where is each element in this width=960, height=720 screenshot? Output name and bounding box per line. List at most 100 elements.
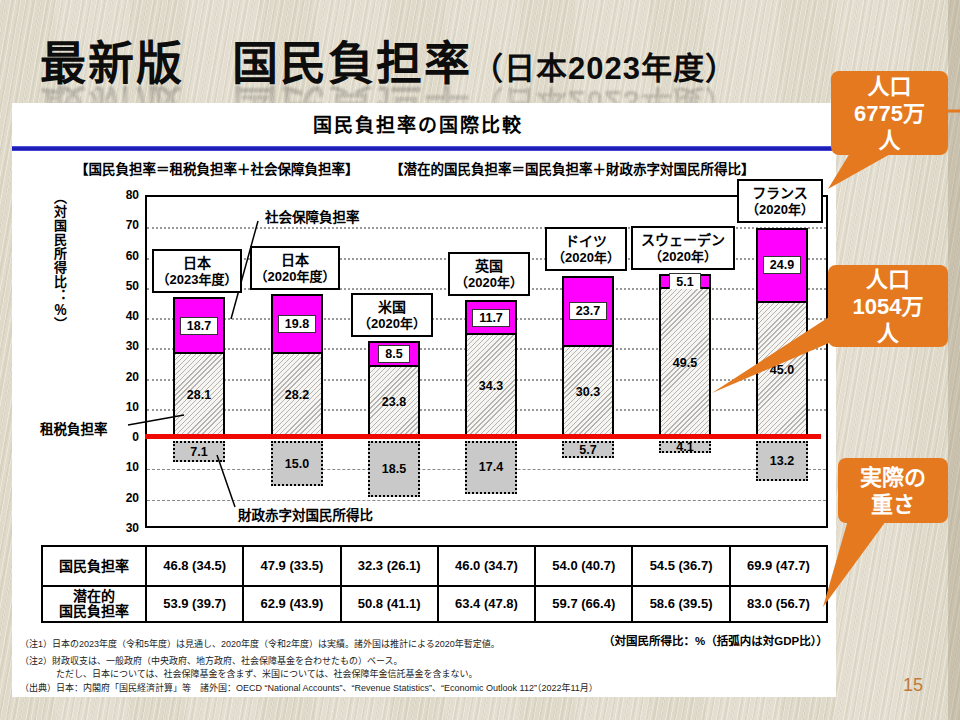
table-cell-r0-c1: 47.9 (33.5) (242, 547, 339, 585)
page-number: 15 (903, 675, 923, 696)
footnote-3: （出典）日本：内閣府「国民経済計算」等 諸外国：OECD “National A… (20, 682, 598, 695)
bar-1-social-value: 19.8 (278, 315, 316, 333)
gridline (147, 500, 826, 501)
table-row-label-0: 国民負担率 (43, 547, 145, 585)
legend-tax-burden: 租税負担率 (40, 418, 108, 438)
country-year: （2020年） (633, 249, 733, 265)
bar-4-social-segment: 23.7 (562, 276, 614, 348)
callout-text-line: 重さ (838, 491, 948, 518)
bar-4-deficit-value: 5.7 (579, 443, 596, 457)
callout-text-line: 人 (831, 127, 948, 154)
callout-population-france: 人口6775万人 (831, 71, 948, 155)
y-tick-label: 0 (113, 430, 139, 444)
bar-2-tax-segment: 23.8 (368, 367, 420, 439)
country-label-5: スウェーデン（2020年） (631, 226, 735, 270)
bar-6-deficit-value: 13.2 (770, 454, 794, 468)
country-year: （2020年） (353, 316, 431, 332)
callout-text-line: 人口 (831, 73, 948, 100)
bar-2-deficit-segment: 18.5 (368, 441, 420, 497)
country-year: （2020年） (547, 250, 625, 266)
background-right-band (948, 0, 960, 720)
y-tick-label: 30 (113, 521, 139, 535)
callout-text-line: 1054万 (828, 293, 948, 320)
y-tick-label: 60 (113, 249, 139, 263)
table-cell-r0-c3: 46.0 (34.7) (437, 547, 534, 585)
callout-text-line: 6775万 (831, 100, 948, 127)
bar-2-deficit-value: 18.5 (382, 462, 406, 476)
table-cell-r0-c0: 46.8 (34.5) (145, 547, 242, 585)
y-tick-label: 20 (113, 491, 139, 505)
bar-3-social-segment: 11.7 (465, 300, 517, 335)
country-name: 日本 (252, 252, 338, 269)
chart-title: 国民負担率の国際比較 (12, 110, 836, 137)
bar-5-tax-value: 49.5 (673, 356, 697, 370)
summary-table: 国民負担率46.8 (34.5)47.9 (33.5)32.3 (26.1)46… (41, 545, 828, 623)
table-cell-r0-c4: 54.0 (40.7) (534, 547, 631, 585)
country-name: ドイツ (547, 233, 625, 250)
bar-4-tax-segment: 30.3 (562, 347, 614, 439)
callout-text-line: 人口 (828, 266, 948, 293)
zero-baseline (145, 434, 821, 439)
country-label-3: 英国（2020年） (448, 252, 530, 296)
country-year: （2023年度） (154, 272, 240, 288)
bar-2-social-value: 8.5 (378, 345, 409, 363)
bar-3-tax-segment: 34.3 (465, 335, 517, 439)
y-tick-label: 40 (113, 309, 139, 323)
table-cell-r1-c6: 83.0 (56.7) (729, 585, 826, 621)
bar-6-social-value: 24.9 (763, 256, 801, 274)
bar-1-tax-segment: 28.2 (271, 354, 323, 439)
footnotes: （注1）日本の2023年度（令和5年度）は見通し、2020年度（令和2年度）は実… (20, 638, 598, 695)
bar-0-tax-value: 28.1 (187, 388, 211, 402)
bar-4-deficit-segment: 5.7 (562, 441, 614, 458)
y-tick-label: 50 (113, 279, 139, 293)
y-tick-label: 30 (113, 339, 139, 353)
bar-0-social-segment: 18.7 (173, 297, 225, 354)
table-cell-r1-c0: 53.9 (39.7) (145, 585, 242, 621)
y-tick-label: 20 (113, 370, 139, 384)
bar-1-deficit-segment: 15.0 (271, 441, 323, 486)
legend-social-security: 社会保障負担率 (265, 206, 360, 226)
country-label-1: 日本（2020年度） (250, 246, 340, 290)
bar-5-deficit-segment: 4.1 (659, 441, 711, 453)
country-name: 日本 (154, 255, 240, 272)
callout-population-sweden: 人口1054万人 (828, 265, 948, 347)
bar-0-tax-segment: 28.1 (173, 354, 225, 439)
table-row-label-1: 潜在的国民負担率 (43, 585, 145, 621)
bar-0-social-value: 18.7 (180, 317, 218, 335)
formula-potential-burden: 【潜在的国民負担率＝国民負担率＋財政赤字対国民所得比】 (390, 158, 755, 178)
bar-5-social-segment: 5.1 (659, 274, 711, 289)
bar-4-social-value: 23.7 (569, 302, 607, 320)
y-tick-label: 10 (113, 460, 139, 474)
bar-5-deficit-value: 4.1 (676, 440, 693, 454)
country-year: （2020年） (739, 202, 821, 218)
bar-3-deficit-value: 17.4 (479, 460, 503, 474)
table-cell-r1-c4: 59.7 (66.4) (534, 585, 631, 621)
callout-text-line: 実際の (838, 464, 948, 491)
table-cell-r1-c2: 50.8 (41.1) (340, 585, 437, 621)
country-year: （2020年度） (252, 269, 338, 285)
bar-5-tax-segment: 49.5 (659, 289, 711, 439)
table-cell-r0-c2: 32.3 (26.1) (340, 547, 437, 585)
y-tick-label: 70 (113, 218, 139, 232)
country-label-4: ドイツ（2020年） (545, 227, 627, 271)
bar-6-social-segment: 24.9 (756, 228, 808, 303)
footnote-0: （注1）日本の2023年度（令和5年度）は見通し、2020年度（令和2年度）は実… (20, 638, 598, 651)
country-name: フランス (739, 185, 821, 202)
table-unit-note: （対国民所得比：%（括弧内は対GDP比）） (603, 632, 828, 648)
bar-0-deficit-value: 7.1 (190, 445, 207, 459)
y-tick-label: 80 (113, 188, 139, 202)
bar-3-deficit-segment: 17.4 (465, 441, 517, 494)
bar-3-tax-value: 34.3 (479, 379, 503, 393)
footnote-2: ただし、日本については、社会保障基金を含まず、米国については、社会保障年金信託基… (20, 668, 598, 681)
bar-4-tax-value: 30.3 (576, 385, 600, 399)
bar-6-deficit-segment: 13.2 (756, 441, 808, 481)
bar-2-tax-value: 23.8 (382, 395, 406, 409)
country-name: 英国 (450, 258, 528, 275)
table-cell-r0-c5: 54.5 (36.7) (631, 547, 728, 585)
bar-5-social-value: 5.1 (669, 273, 700, 291)
bar-1-social-segment: 19.8 (271, 294, 323, 354)
country-name: 米国 (353, 299, 431, 316)
country-label-6: フランス（2020年） (737, 179, 823, 223)
callout-actual-weight: 実際の重さ (838, 458, 948, 523)
formula-national-burden: 【国民負担率＝租税負担率＋社会保障負担率】 (75, 158, 359, 178)
